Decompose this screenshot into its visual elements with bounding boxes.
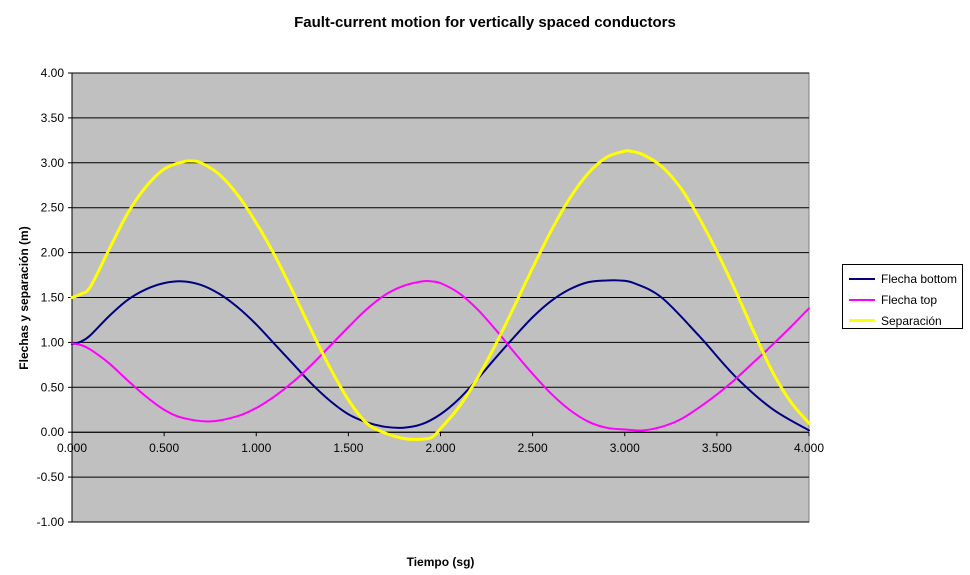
- series-lines: [70, 149, 811, 441]
- y-tick-label: 1.00: [41, 335, 65, 349]
- legend-swatch-flecha-bottom: [849, 277, 875, 280]
- x-tick-label: 3.000: [610, 441, 640, 455]
- x-tick-label: 3.500: [702, 441, 732, 455]
- x-tick-label: 1.500: [333, 441, 363, 455]
- legend-label-separacion: Separación: [881, 313, 942, 328]
- legend: Flecha bottom Flecha top Separación: [842, 264, 963, 329]
- series-line-separacion: [70, 149, 811, 441]
- y-tick-label: 1.50: [41, 291, 65, 305]
- legend-item-flecha-bottom: Flecha bottom: [849, 268, 962, 289]
- x-tick-label: 2.500: [518, 441, 548, 455]
- grid-lines: [72, 72, 809, 523]
- chart-title: Fault-current motion for vertically spac…: [294, 14, 676, 31]
- y-axis-title: Flechas y separación (m): [17, 226, 31, 370]
- x-tick-label: 0.000: [57, 441, 87, 455]
- x-tick-label: 0.500: [149, 441, 179, 455]
- y-tick-label: 2.00: [41, 246, 65, 260]
- legend-item-flecha-top: Flecha top: [849, 289, 962, 310]
- legend-label-flecha-top: Flecha top: [881, 292, 938, 307]
- y-tick-label: -0.50: [37, 470, 65, 484]
- x-axis-title: Tiempo (sg): [406, 555, 475, 569]
- series-line-flecha-top: [71, 279, 810, 432]
- y-tick-label: 3.00: [41, 156, 65, 170]
- series-line-flecha-bottom: [71, 279, 810, 432]
- legend-item-separacion: Separación: [849, 310, 962, 331]
- y-tick-label: 3.50: [41, 111, 65, 125]
- y-tick-label: 2.50: [41, 201, 65, 215]
- y-tick-label: -1.00: [37, 515, 65, 529]
- y-tick-label: 0.50: [41, 380, 65, 394]
- legend-swatch-flecha-top: [849, 298, 875, 301]
- x-tick-label: 2.000: [425, 441, 455, 455]
- x-tick-label: 1.000: [241, 441, 271, 455]
- tick-labels: 4.00 3.50 3.00 2.50 2.00 1.50 1.00 0.50 0.00 -0.5…: [37, 66, 825, 529]
- legend-label-flecha-bottom: Flecha bottom: [881, 271, 958, 286]
- legend-swatch-separacion: [849, 319, 875, 322]
- y-tick-label: 4.00: [41, 66, 65, 80]
- x-tick-label: 4.000: [794, 441, 824, 455]
- y-tick-label: 0.00: [41, 425, 65, 439]
